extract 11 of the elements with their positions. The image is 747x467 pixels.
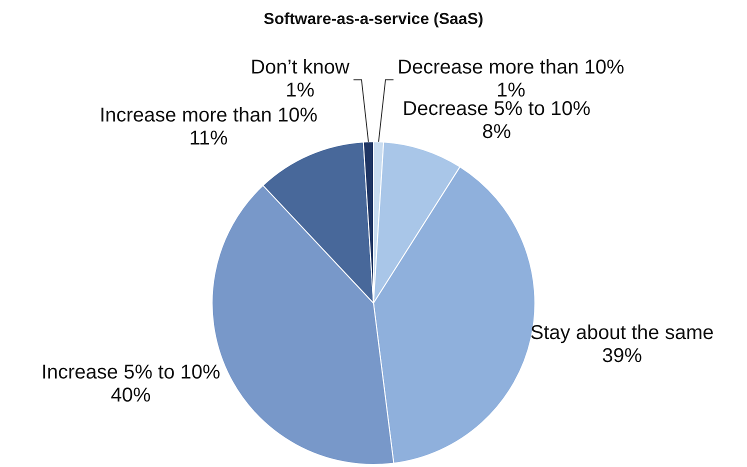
chart-title: Software-as-a-service (SaaS): [264, 11, 484, 28]
data-label: 8%: [482, 121, 512, 144]
slice-label: Increase more than 10%: [100, 104, 318, 126]
data-label: 39%: [602, 344, 642, 367]
slice-label: Stay about the same: [530, 322, 714, 344]
data-label: 40%: [110, 384, 152, 407]
data-label: 1%: [286, 80, 315, 102]
slice-label: Increase 5% to 10%: [41, 362, 221, 384]
data-label: 11%: [189, 127, 228, 150]
slice-label: Don’t know: [250, 56, 350, 79]
slice-label: Decrease more than 10%: [398, 56, 625, 79]
